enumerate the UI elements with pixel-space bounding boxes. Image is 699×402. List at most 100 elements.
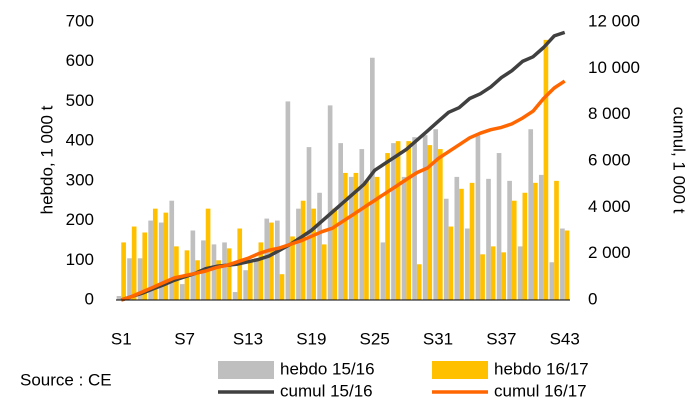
y2-tick-label: 0: [588, 289, 597, 308]
bar: [116, 296, 122, 300]
y2-tick-label: 10 000: [588, 58, 640, 77]
bar: [422, 135, 428, 300]
bar: [391, 143, 396, 300]
bar: [327, 105, 333, 301]
y-tick-label: 100: [66, 250, 94, 269]
bar: [475, 135, 481, 300]
y2-tick-label: 8 000: [588, 104, 631, 123]
bar: [443, 198, 449, 300]
bar: [216, 260, 221, 300]
bar: [195, 260, 200, 300]
bar: [438, 149, 443, 300]
bar: [480, 254, 485, 300]
bar: [522, 192, 528, 300]
bar: [306, 147, 312, 300]
bar: [205, 208, 211, 300]
bar: [412, 137, 417, 300]
legend-label: hebdo 16/17: [494, 359, 589, 378]
y2-tick-label: 12 000: [588, 11, 640, 30]
bar: [370, 57, 375, 300]
bar: [380, 242, 386, 300]
bar: [465, 228, 470, 300]
bar: [296, 208, 301, 300]
bar: [311, 208, 316, 300]
bar: [222, 242, 227, 300]
legend-label: hebdo 15/16: [280, 359, 375, 378]
bar: [511, 200, 517, 300]
bar: [169, 200, 175, 300]
legend-label: cumul 15/16: [280, 381, 373, 400]
y-tick-label: 500: [66, 91, 94, 110]
bar: [121, 242, 126, 300]
bar: [533, 182, 538, 300]
bar: [501, 252, 507, 300]
bar: [243, 270, 248, 300]
bar: [416, 264, 422, 300]
bar: [528, 129, 534, 300]
y2-tick-label: 4 000: [588, 197, 631, 216]
bar: [427, 145, 433, 300]
bar: [321, 244, 327, 300]
bar: [269, 222, 274, 300]
bar: [469, 182, 475, 300]
bar: [543, 39, 549, 300]
x-tick-label: S43: [550, 329, 580, 348]
x-tick-label: S37: [486, 329, 516, 348]
y-tick-label: 700: [66, 11, 94, 30]
bar: [564, 230, 570, 300]
bar: [359, 149, 365, 300]
bar: [190, 230, 196, 300]
bar: [131, 226, 137, 300]
bar: [343, 172, 348, 300]
bar: [353, 172, 359, 300]
bar: [486, 178, 491, 300]
bar: [226, 248, 232, 300]
bar: [148, 220, 153, 300]
bar: [401, 176, 407, 300]
bar: [163, 212, 169, 300]
source: Source : CE: [20, 370, 112, 389]
bar: [275, 220, 280, 300]
bar: [158, 222, 164, 300]
legend-label: cumul 16/17: [494, 381, 587, 400]
y-tick-label: 400: [66, 131, 94, 150]
bar: [317, 192, 322, 300]
bar: [258, 242, 264, 300]
bar: [142, 232, 148, 300]
x-tick-label: S7: [174, 329, 195, 348]
y-tick-label: 300: [66, 170, 94, 189]
bar: [264, 218, 270, 300]
bar: [554, 180, 559, 300]
x-tick-label: S1: [111, 329, 132, 348]
bar: [549, 262, 555, 300]
bar: [454, 176, 460, 300]
bar: [406, 141, 411, 300]
bar: [385, 153, 390, 300]
legend-swatch: [218, 361, 274, 379]
bar: [137, 258, 143, 300]
bar: [247, 260, 253, 300]
x-tick-label: S31: [423, 329, 453, 348]
x-tick-label: S25: [360, 329, 390, 348]
bar: [517, 246, 523, 300]
bar: [538, 174, 544, 300]
bar: [300, 200, 306, 300]
bar: [285, 101, 291, 300]
bar: [232, 292, 238, 300]
bar: [290, 236, 295, 300]
bar: [211, 244, 217, 300]
bar: [127, 258, 132, 300]
bar: [152, 208, 158, 300]
bar: [496, 153, 502, 300]
y-tick-label: 200: [66, 210, 94, 229]
y-axis-label: hebdo, 1 000 t: [37, 105, 56, 214]
y2-tick-label: 2 000: [588, 243, 631, 262]
y-tick-label: 0: [85, 289, 94, 308]
bar: [253, 258, 259, 300]
bar: [459, 188, 464, 300]
x-tick-label: S13: [233, 329, 263, 348]
bar: [395, 141, 401, 300]
bar: [374, 176, 380, 300]
bar: [348, 176, 354, 300]
